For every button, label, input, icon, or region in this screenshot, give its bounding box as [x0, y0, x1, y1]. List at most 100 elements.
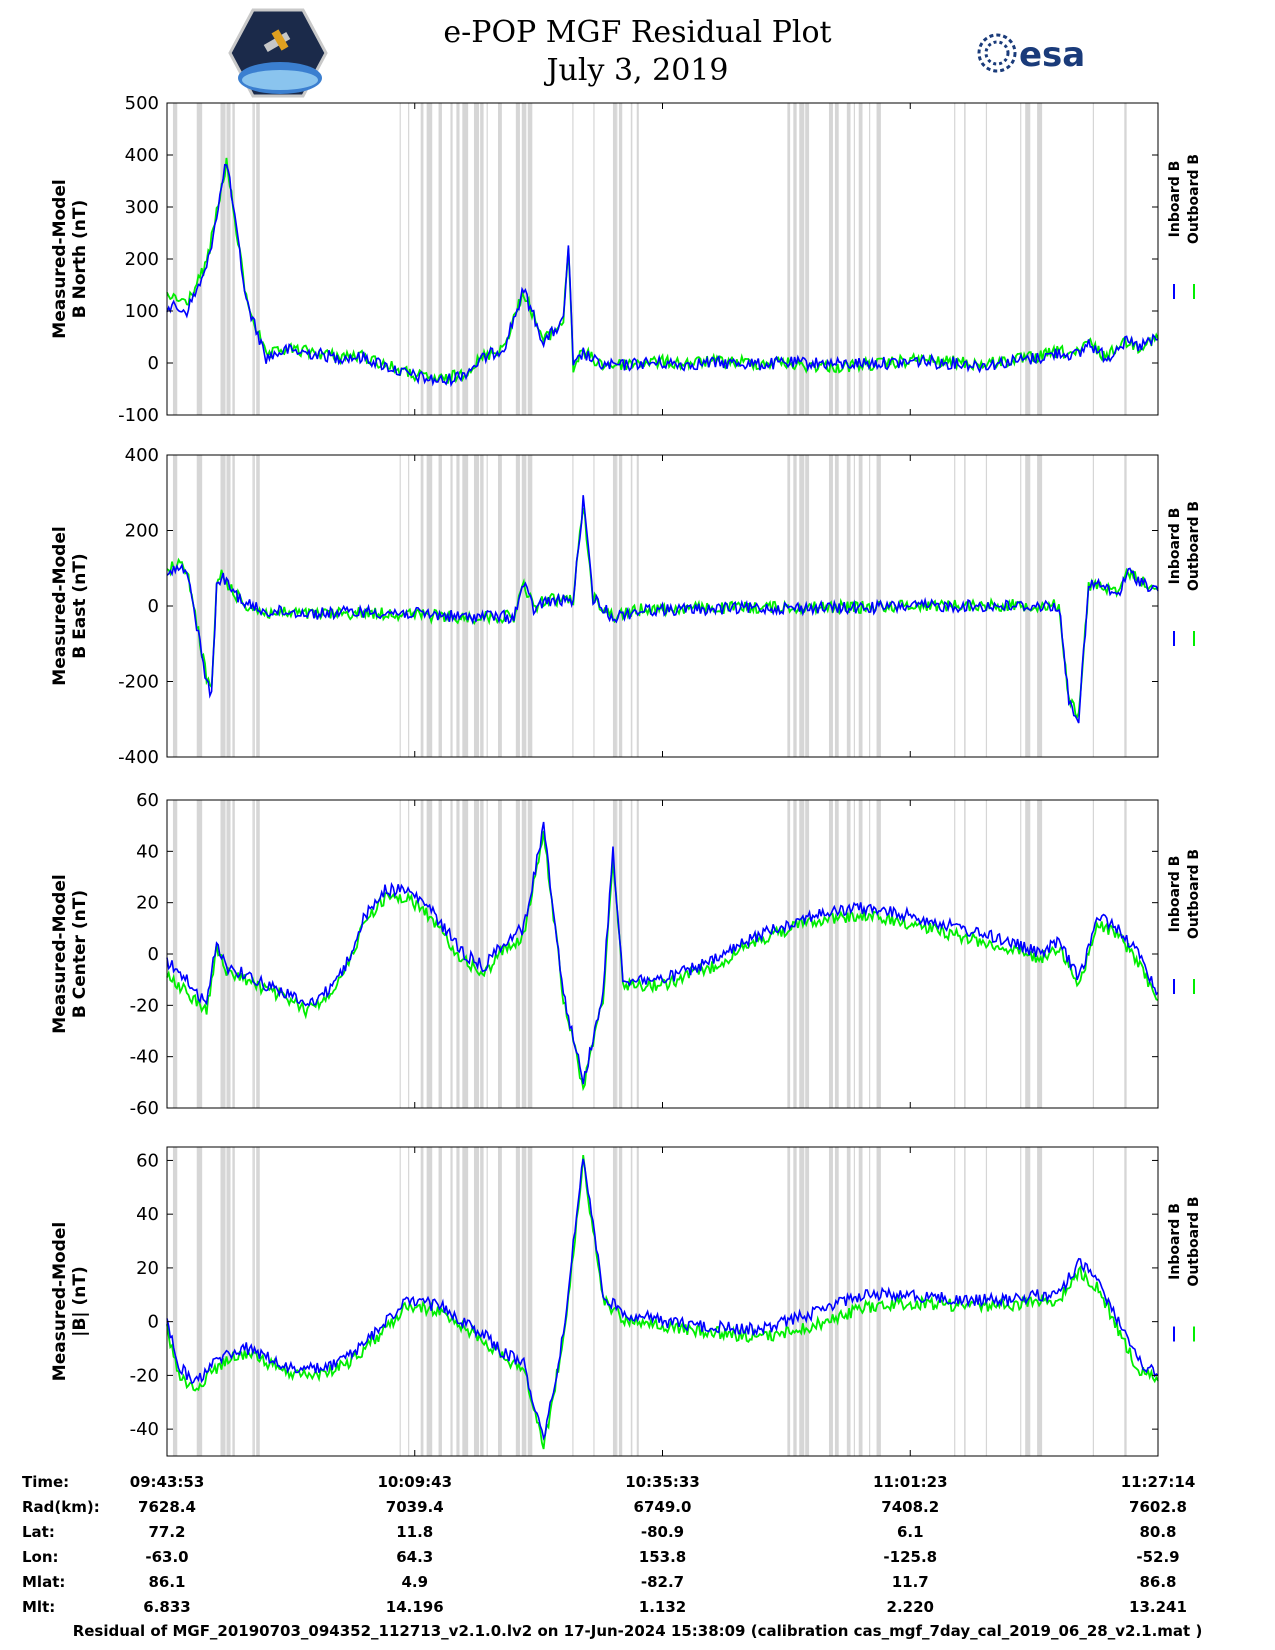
gap-stripe	[1037, 800, 1043, 1108]
y-tick-label: 400	[125, 145, 159, 166]
gap-stripe	[474, 1147, 480, 1456]
gap-stripe	[497, 455, 502, 757]
gap-stripe	[876, 103, 881, 415]
gap-stripe	[787, 800, 791, 1108]
gap-stripe	[438, 1147, 442, 1456]
ephemeris-value: 1.132	[638, 1598, 687, 1616]
series-inboard-line	[166, 821, 1159, 1085]
gap-stripe	[175, 103, 178, 415]
ephemeris-value: 7628.4	[138, 1498, 196, 1516]
gap-stripe	[521, 103, 527, 415]
gap-stripe	[985, 103, 988, 415]
panel-center: 60 40 20 0 -20 -40 -60 Measured-Model B Center (…	[50, 790, 1202, 1119]
gap-stripe	[618, 1147, 623, 1456]
gap-stripe	[636, 800, 639, 1108]
gap-stripe	[1124, 103, 1127, 415]
gap-stripe	[1020, 1147, 1022, 1456]
gap-stripe	[834, 103, 839, 415]
gap-stripe	[426, 800, 433, 1108]
series-outboard-line	[166, 1154, 1159, 1450]
gap-stripe	[450, 103, 453, 415]
y-tick-label: 20	[136, 893, 159, 914]
gap-stripe	[480, 800, 484, 1108]
ephemeris-value: 153.8	[638, 1548, 687, 1566]
gap-stripe	[426, 455, 433, 757]
gap-stripe	[515, 1147, 520, 1456]
ephemeris-row-label: Mlt:	[22, 1598, 56, 1616]
gap-stripe	[226, 1147, 231, 1456]
ephemeris-value: 6749.0	[633, 1498, 692, 1516]
gap-stripe	[985, 800, 988, 1108]
gap-stripe	[232, 1147, 235, 1456]
gap-stripe	[486, 1147, 488, 1456]
gap-stripe	[527, 1147, 533, 1456]
gap-stripe	[593, 800, 595, 1108]
gap-stripe	[420, 103, 424, 415]
series-inboard-line	[166, 495, 1159, 724]
gap-stripe	[220, 800, 226, 1108]
ephemeris-value: 14.196	[385, 1598, 444, 1616]
gap-stripe	[616, 800, 618, 1108]
gap-stripe	[787, 103, 791, 415]
legend-outboard-label: Outboard B	[1186, 849, 1202, 939]
gap-stripe	[636, 103, 639, 415]
gap-stripe	[172, 1147, 178, 1456]
gap-stripe	[1092, 455, 1094, 757]
y-tick-label: -40	[130, 1047, 159, 1068]
gap-stripe	[1020, 800, 1022, 1108]
gap-stripe	[612, 800, 617, 1108]
gap-stripe	[486, 103, 488, 415]
gap-stripe	[1092, 1147, 1094, 1456]
y-tick-label: 200	[125, 249, 159, 270]
gap-stripe	[630, 1147, 633, 1456]
gap-stripe	[462, 455, 469, 757]
gap-stripe	[964, 800, 966, 1108]
gap-stripe	[232, 800, 235, 1108]
ephemeris-value: 7408.2	[881, 1498, 940, 1516]
y-tick-label: 60	[136, 1150, 159, 1171]
ephemeris-value: 10:09:43	[377, 1473, 453, 1491]
gap-stripe	[593, 1147, 595, 1456]
gap-stripe	[486, 800, 488, 1108]
gap-stripe	[521, 455, 527, 757]
y-tick-label: -100	[118, 405, 159, 426]
gap-stripe	[175, 455, 178, 757]
gap-stripe	[964, 103, 966, 415]
gap-stripe	[408, 455, 410, 757]
plot-frame	[166, 1146, 1159, 1457]
legend: Inboard B Outboard B	[1167, 849, 1202, 994]
gap-stripe	[572, 103, 574, 415]
gap-stripe	[828, 1147, 833, 1456]
ephemeris-value: -63.0	[145, 1548, 189, 1566]
plot-title: e-POP MGF Residual Plot	[443, 15, 832, 50]
gap-stripe	[196, 800, 203, 1108]
esa-logo-text: esa	[1019, 35, 1085, 75]
ephemeris-value: 11.8	[396, 1523, 434, 1541]
gap-stripe	[636, 455, 639, 757]
gap-stripe	[593, 455, 595, 757]
y-tick-label: 0	[148, 1312, 159, 1333]
gap-stripe	[1092, 103, 1094, 415]
gap-stripe	[636, 1147, 639, 1456]
ephemeris-value: -125.8	[883, 1548, 938, 1566]
gap-stripe	[232, 455, 235, 757]
gap-stripe	[473, 103, 476, 415]
cassiope-mission-icon	[228, 8, 328, 98]
gap-stripe	[1037, 103, 1043, 415]
gap-stripe	[846, 103, 851, 415]
ephemeris-value: -52.9	[1136, 1548, 1180, 1566]
y-tick-label: -60	[130, 1098, 159, 1119]
gap-stripe	[450, 455, 453, 757]
gap-stripe	[828, 103, 833, 415]
gap-stripe	[253, 103, 255, 415]
gap-stripe	[420, 1147, 424, 1456]
gap-stripe	[572, 800, 574, 1108]
gap-stripe	[399, 103, 401, 415]
gap-stripe	[527, 103, 533, 415]
gap-stripe	[480, 455, 484, 757]
gap-stripe	[399, 800, 401, 1108]
gap-stripe	[473, 800, 476, 1108]
plot-frame	[166, 799, 1159, 1109]
gap-stripe	[805, 800, 810, 1108]
ephemeris-value: 10:35:33	[625, 1473, 700, 1491]
